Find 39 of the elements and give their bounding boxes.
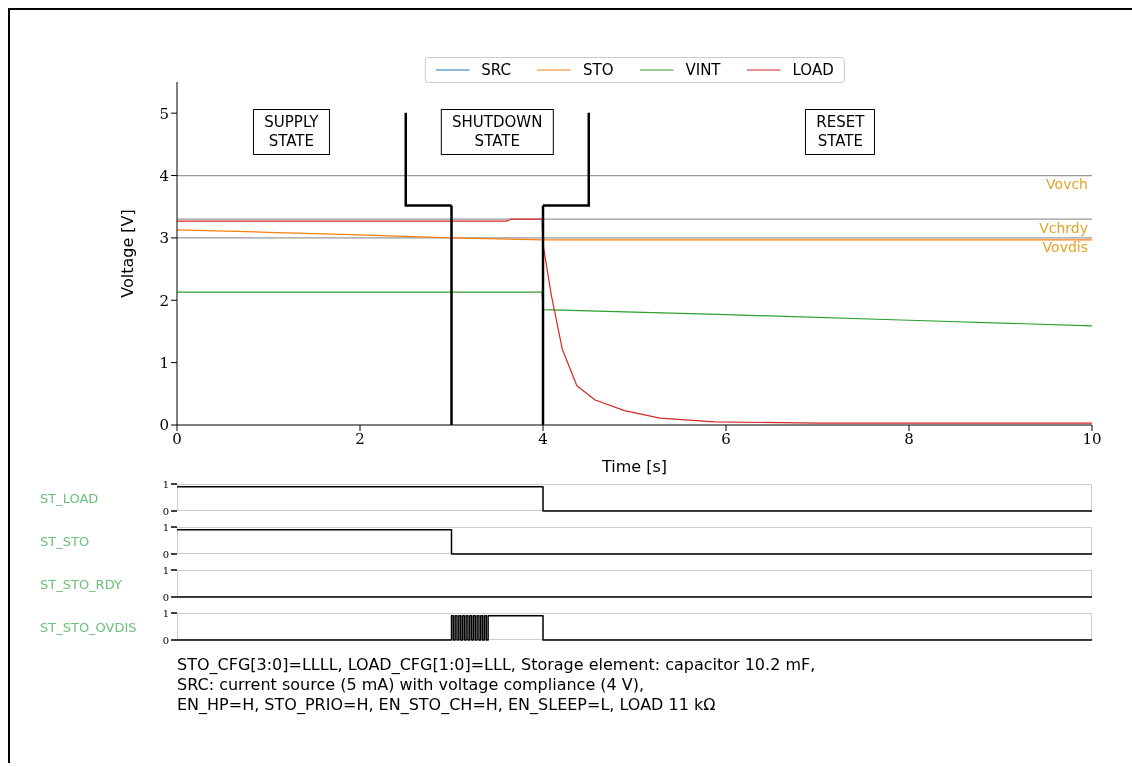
y-tick-label: 5 — [159, 104, 169, 123]
y-axis-title: Voltage [V] — [117, 209, 137, 298]
ref-line-label: Vovdis — [1042, 238, 1088, 255]
ref-line-label: Vovch — [1046, 176, 1088, 193]
legend-label: SRC — [481, 61, 511, 79]
x-tick-label: 10 — [1082, 429, 1102, 448]
y-axis-title: ST_STO_OVDIS — [40, 619, 137, 634]
y-tick-label: 1 — [162, 564, 169, 576]
annotation: SHUTDOWN STATE — [441, 108, 554, 155]
y-axis-title: ST_STO_RDY — [40, 576, 122, 591]
ref-line-label: Vchrdy — [1039, 220, 1088, 237]
annotation: RESET STATE — [805, 108, 876, 155]
text: EN_HP=H, STO_PRIO=H, EN_STO_CH=H, EN_SLEEP=L, LOAD 11 kΩ — [177, 695, 717, 715]
text: STO_CFG[3:0]=LLLL, LOAD_CFG[1:0]=LLL, Storage element: capacitor 10.2 mF, — [177, 655, 816, 675]
legend-label: LOAD — [792, 61, 834, 79]
y-tick-label: 1 — [162, 478, 169, 490]
y-tick-label: 0 — [162, 548, 169, 560]
x-tick-label: 2 — [355, 429, 365, 448]
x-axis-title: Time [s] — [600, 457, 668, 476]
y-tick-label: 2 — [159, 291, 169, 310]
y-tick-label: 1 — [159, 353, 169, 372]
y-tick-label: 0 — [159, 416, 169, 435]
x-tick-label: 8 — [904, 429, 914, 448]
line-series — [177, 291, 1092, 327]
y-tick-label: 1 — [162, 521, 169, 533]
legend-label: VINT — [685, 61, 721, 79]
legend-label: STO — [582, 61, 614, 79]
y-tick-label: 0 — [162, 634, 169, 646]
x-tick-label: 6 — [721, 429, 731, 448]
text: SRC: current source (5 mA) with voltage compliance (4 V), — [177, 675, 646, 695]
x-tick-label: 4 — [538, 429, 548, 448]
annotation: SUPPLY STATE — [253, 108, 330, 155]
y-tick-label: 0 — [162, 505, 169, 517]
y-axis-title: ST_STO — [40, 533, 90, 548]
y-axis-title: ST_LOAD — [40, 490, 99, 505]
y-tick-label: 1 — [162, 607, 169, 619]
y-tick-label: 0 — [162, 591, 169, 603]
y-tick-label: 4 — [159, 166, 169, 185]
y-tick-label: 3 — [159, 229, 169, 248]
